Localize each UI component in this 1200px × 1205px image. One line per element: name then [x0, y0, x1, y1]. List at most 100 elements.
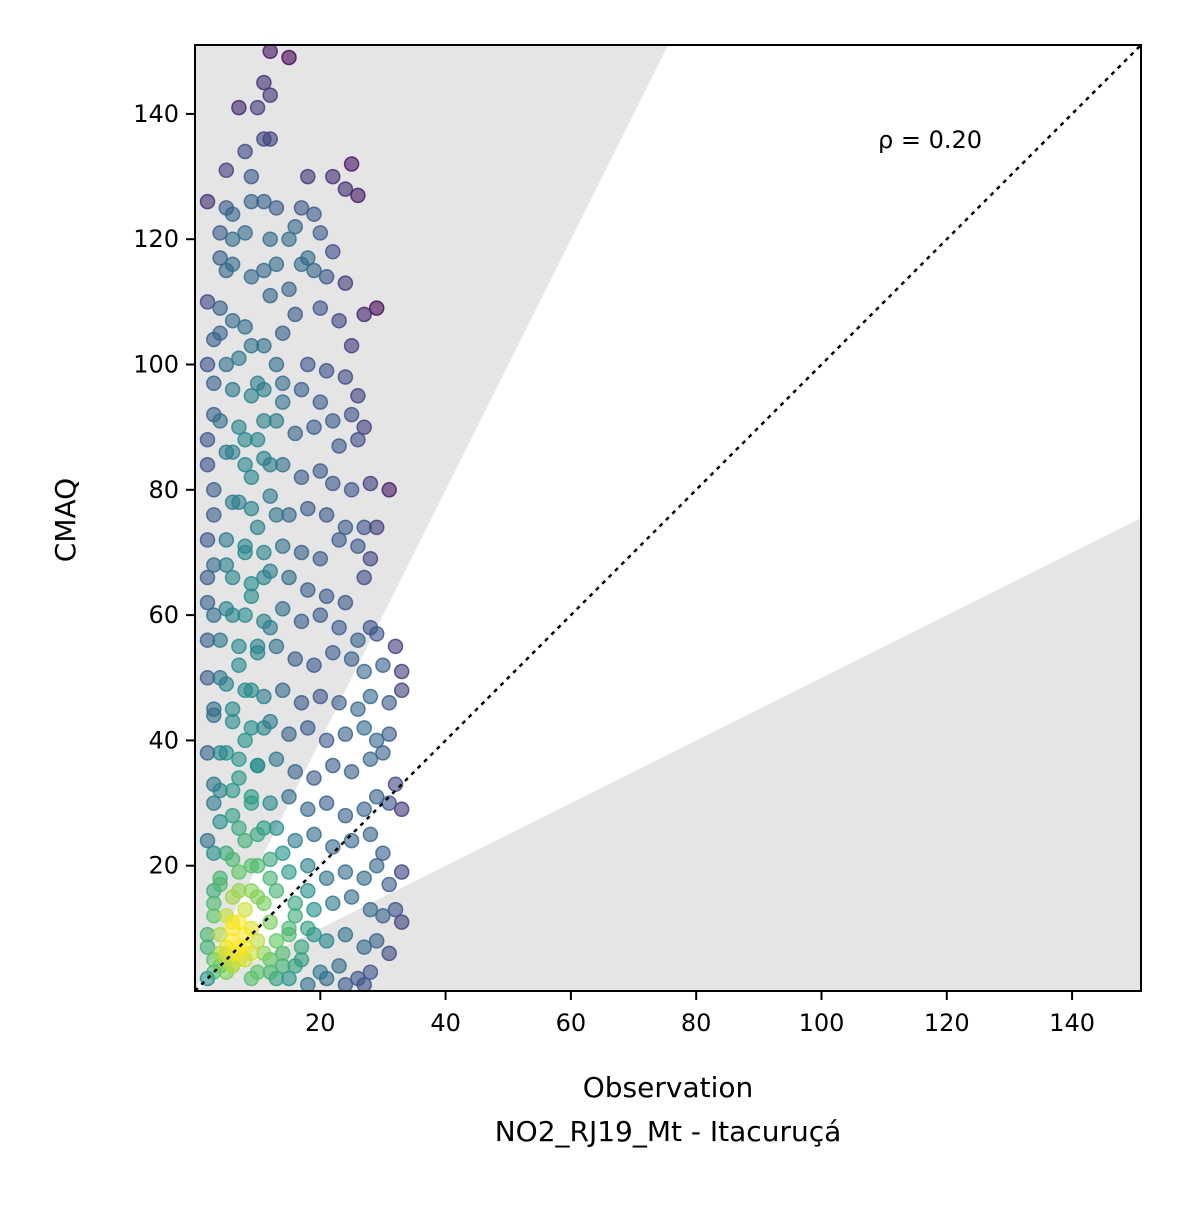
data-point	[256, 450, 272, 467]
data-point	[325, 475, 341, 492]
data-point	[387, 638, 404, 655]
data-point	[206, 795, 222, 811]
y-tick-label: 120	[133, 225, 179, 253]
data-point	[368, 300, 385, 316]
data-point	[256, 544, 272, 561]
data-point	[300, 168, 316, 185]
data-point	[231, 494, 247, 511]
data-point	[356, 663, 372, 680]
data-point	[331, 695, 347, 711]
data-point	[325, 757, 341, 774]
data-point	[356, 939, 372, 955]
data-point	[237, 832, 253, 849]
data-point	[325, 644, 341, 661]
data-point	[343, 482, 360, 498]
data-point	[212, 225, 228, 241]
data-point	[312, 300, 329, 316]
data-point	[212, 876, 228, 893]
x-axis-ticks: 20 40 60 80 100 120 140	[305, 991, 1095, 1037]
data-point	[350, 538, 366, 554]
data-point	[199, 569, 216, 586]
data-point	[199, 594, 216, 611]
data-point	[231, 751, 247, 767]
y-tick-label: 100	[133, 351, 179, 379]
data-point	[312, 550, 329, 567]
data-point	[243, 469, 260, 486]
y-tick-label: 80	[148, 476, 179, 504]
data-point	[325, 895, 341, 912]
data-point	[343, 651, 360, 667]
data-point	[362, 619, 379, 636]
data-point	[356, 519, 372, 536]
data-point	[331, 619, 347, 636]
y-tick-label: 40	[148, 726, 179, 754]
data-point	[231, 864, 247, 880]
data-point	[312, 225, 329, 241]
data-point	[224, 256, 241, 273]
data-point	[300, 883, 316, 899]
data-point	[287, 218, 303, 235]
data-point	[274, 845, 291, 861]
data-point	[274, 375, 291, 392]
data-point	[312, 688, 329, 705]
data-point	[262, 287, 278, 304]
data-point	[268, 933, 285, 949]
data-point	[268, 638, 285, 655]
data-point	[287, 306, 303, 323]
x-tick-label: 60	[556, 1009, 587, 1037]
data-point	[256, 262, 272, 279]
data-point	[306, 657, 322, 673]
data-point	[337, 864, 354, 880]
data-point	[306, 206, 322, 222]
data-point	[237, 431, 253, 448]
data-point	[249, 375, 266, 392]
data-point	[362, 964, 379, 980]
data-point	[306, 826, 322, 843]
data-point	[387, 901, 404, 918]
data-point	[368, 933, 385, 949]
data-point	[300, 801, 316, 818]
data-point	[256, 74, 272, 91]
data-point	[287, 832, 303, 849]
data-point	[218, 676, 235, 692]
data-point	[231, 419, 247, 435]
plot-frame	[194, 44, 1142, 992]
data-point	[300, 582, 316, 598]
data-point	[337, 181, 354, 197]
data-point	[224, 807, 241, 824]
data-point	[224, 206, 241, 222]
data-point	[268, 256, 285, 273]
data-point	[356, 419, 372, 435]
data-point	[287, 763, 303, 780]
data-point	[237, 682, 253, 699]
data-point	[337, 926, 354, 943]
data-point	[293, 939, 310, 955]
data-point	[274, 394, 291, 410]
data-point	[325, 168, 341, 185]
data-point	[224, 933, 241, 949]
data-point	[300, 976, 316, 991]
data-point	[243, 720, 260, 736]
x-axis-subtitle: NO2_RJ19_Mt - Itacuruçá	[495, 1115, 842, 1148]
data-point	[362, 550, 379, 567]
data-point	[218, 162, 235, 179]
data-point	[306, 770, 322, 786]
data-point	[318, 795, 335, 811]
data-point	[356, 870, 372, 886]
lower-shaded-region	[195, 518, 1141, 991]
data-point	[337, 519, 354, 536]
data-point	[243, 857, 260, 874]
data-point	[281, 726, 297, 742]
data-point	[293, 469, 310, 486]
one-to-one-line-group	[195, 45, 1141, 991]
data-point	[224, 231, 241, 247]
data-point	[312, 463, 329, 479]
x-tick-label: 140	[1049, 1009, 1095, 1037]
data-point	[243, 588, 260, 605]
data-point	[318, 933, 335, 949]
data-point	[343, 337, 360, 354]
correlation-annotation: ρ = 0.20	[878, 126, 982, 154]
data-point	[199, 294, 216, 310]
data-point	[293, 613, 310, 630]
